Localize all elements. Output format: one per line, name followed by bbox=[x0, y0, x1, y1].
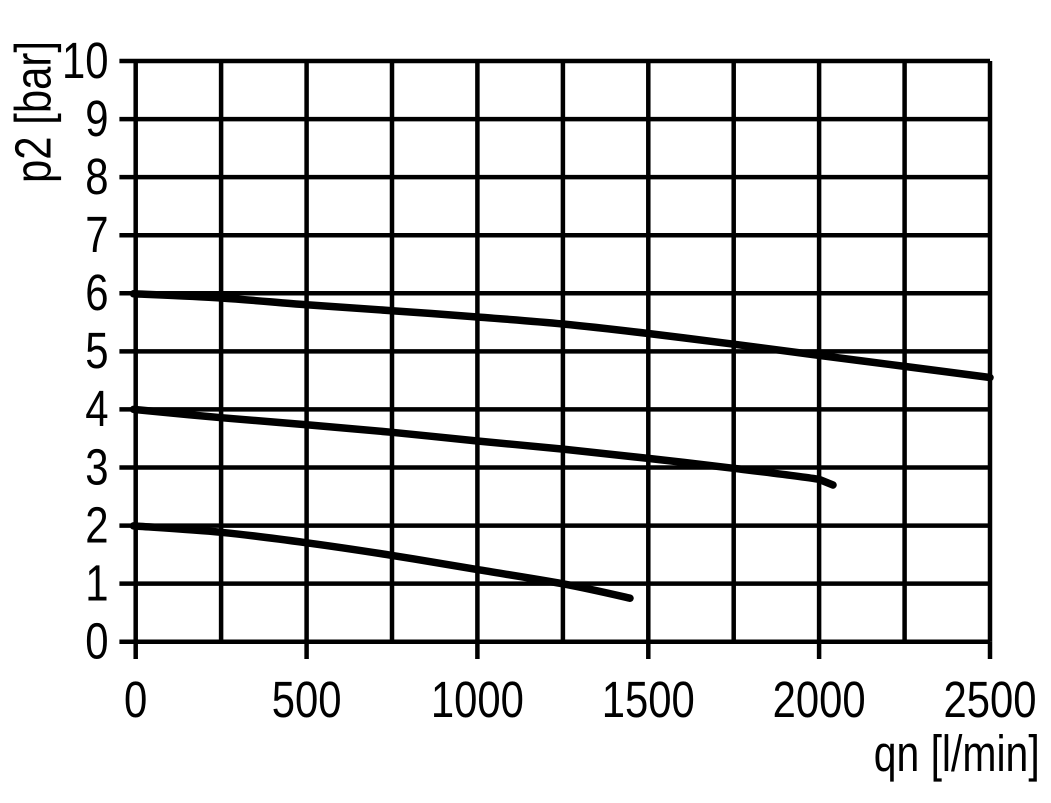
svg-text:8: 8 bbox=[85, 148, 108, 205]
svg-text:p2 [bar]: p2 [bar] bbox=[5, 41, 62, 183]
svg-text:6: 6 bbox=[85, 264, 108, 321]
svg-text:qn [l/min]: qn [l/min] bbox=[874, 725, 1040, 782]
svg-text:2500: 2500 bbox=[944, 671, 1037, 728]
svg-text:2000: 2000 bbox=[773, 671, 866, 728]
svg-text:4: 4 bbox=[85, 380, 108, 437]
svg-text:0: 0 bbox=[85, 613, 108, 670]
svg-text:500: 500 bbox=[272, 671, 342, 728]
svg-text:1000: 1000 bbox=[431, 671, 524, 728]
svg-text:7: 7 bbox=[85, 206, 108, 263]
svg-text:2: 2 bbox=[85, 496, 108, 553]
svg-text:5: 5 bbox=[85, 322, 108, 379]
svg-text:9: 9 bbox=[85, 90, 108, 147]
svg-text:1500: 1500 bbox=[602, 671, 695, 728]
svg-text:10: 10 bbox=[62, 32, 109, 89]
svg-text:0: 0 bbox=[124, 671, 147, 728]
svg-text:3: 3 bbox=[85, 438, 108, 495]
svg-text:1: 1 bbox=[85, 554, 108, 611]
